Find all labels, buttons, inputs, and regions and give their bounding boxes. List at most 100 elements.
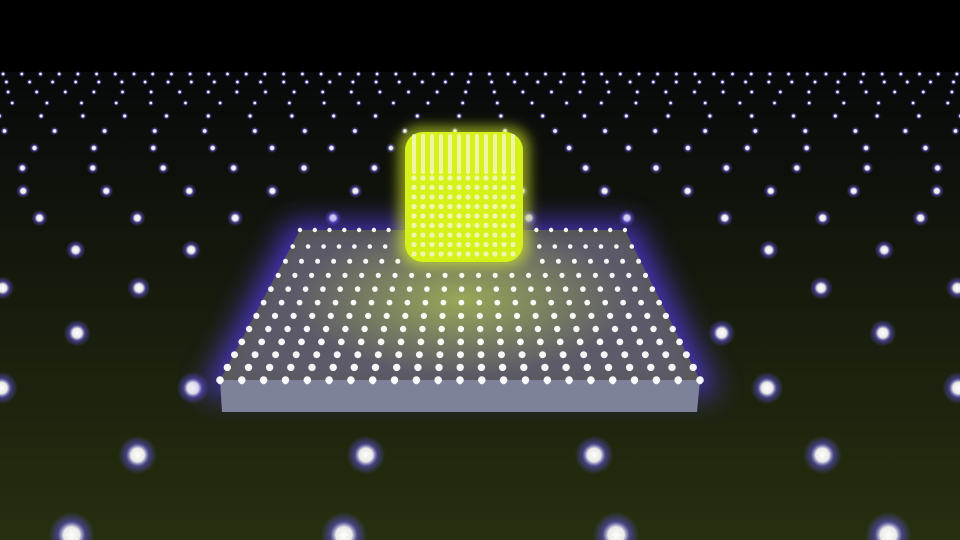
floor-dot xyxy=(318,70,325,78)
slab-dot xyxy=(593,227,598,233)
slab-dot xyxy=(496,325,503,333)
floor-dot xyxy=(846,183,861,199)
cube-dot xyxy=(483,241,489,248)
floor-dot xyxy=(265,183,280,199)
floor-dot xyxy=(579,70,587,78)
cube-dot xyxy=(492,241,498,248)
slab-dot xyxy=(380,325,388,333)
floor-dot xyxy=(720,88,727,96)
slab-dot xyxy=(532,312,539,319)
slab-dot xyxy=(419,325,426,333)
slab-dot xyxy=(493,286,500,292)
floor-dot xyxy=(814,209,831,227)
slab-dot xyxy=(223,363,231,372)
floor-dot xyxy=(321,99,328,107)
floor-dot xyxy=(486,70,493,78)
cube-dot xyxy=(447,232,453,238)
slab-edge-dot xyxy=(610,379,616,385)
floor-dot xyxy=(299,70,306,78)
slab-dot xyxy=(352,244,357,249)
slab-dot xyxy=(614,244,619,249)
slab-dot xyxy=(458,312,465,319)
floor-dot xyxy=(801,142,812,154)
slab-dot xyxy=(596,338,604,346)
floor-dot xyxy=(957,112,960,120)
floor-dot xyxy=(326,78,333,86)
cube-dot xyxy=(420,175,426,181)
floor-dot xyxy=(550,126,560,136)
floor-dot xyxy=(286,99,293,107)
floor-dot xyxy=(18,70,25,78)
cube-dot xyxy=(447,184,453,191)
slab-dot xyxy=(284,325,291,333)
cube-dot xyxy=(438,213,444,219)
floor-dot xyxy=(929,183,944,199)
floor-dot xyxy=(564,142,575,154)
slab-dot xyxy=(475,272,482,278)
slab-dot xyxy=(278,338,285,346)
slab-dot xyxy=(476,312,483,319)
slab-edge-dot xyxy=(588,379,594,385)
slab-dot xyxy=(583,244,588,249)
slab-dot xyxy=(414,363,422,372)
floor-dot xyxy=(650,78,657,86)
floor-dot xyxy=(188,78,195,86)
slab-dot xyxy=(290,312,297,319)
floor-dot xyxy=(462,88,469,96)
floor-dot xyxy=(130,70,138,78)
slab-edge-dot xyxy=(414,379,419,385)
slab-dot xyxy=(253,312,260,319)
floor-dot xyxy=(574,435,614,475)
slab-dot xyxy=(477,325,484,333)
floor-dot xyxy=(37,112,45,120)
slab-dot xyxy=(374,351,382,359)
cube-top-bar xyxy=(412,134,416,174)
floor-dot xyxy=(777,88,784,96)
slab-dot xyxy=(258,338,266,346)
floor-dot xyxy=(542,70,549,78)
cube-top-bar xyxy=(484,134,488,174)
floor-dot xyxy=(580,78,588,86)
floor-dot xyxy=(88,142,99,154)
floor-dot xyxy=(129,209,146,227)
floor-dot xyxy=(5,88,12,96)
floor-dot xyxy=(0,112,3,120)
slab-dot xyxy=(668,363,676,372)
floor-dot xyxy=(56,70,63,78)
floor-dot xyxy=(654,70,661,78)
floor-dot xyxy=(320,511,368,540)
slab-dot xyxy=(350,299,357,306)
cube-dot xyxy=(429,213,435,219)
slab-dot xyxy=(456,363,464,372)
slab-dot xyxy=(268,286,274,292)
slab-dot xyxy=(625,363,634,372)
cube-dot xyxy=(474,194,480,200)
cube-dot xyxy=(501,175,507,181)
cube-dot xyxy=(501,213,507,219)
cube-dot xyxy=(465,251,471,257)
slab-dot xyxy=(573,325,580,333)
slab-dot xyxy=(656,338,663,346)
slab-dot xyxy=(442,272,448,278)
slab-dot xyxy=(272,351,280,359)
floor-dot xyxy=(716,209,734,227)
floor-dot xyxy=(127,276,151,300)
cube-dot xyxy=(510,203,516,210)
slab-dot xyxy=(383,312,390,319)
cube-dot xyxy=(411,175,417,181)
slab-edge-dot xyxy=(435,379,441,385)
floor-dot xyxy=(505,70,512,78)
slab-dot xyxy=(669,325,676,333)
slab-dot xyxy=(287,363,295,372)
slab-dot xyxy=(562,286,569,292)
floor-dot xyxy=(736,99,744,107)
slab-dot xyxy=(520,363,528,372)
floor-dot xyxy=(834,88,841,96)
floor-dot xyxy=(396,78,403,86)
slab-dot xyxy=(495,312,502,319)
floor-dot xyxy=(920,88,927,96)
cube-dot xyxy=(438,241,444,248)
slab-edge-dot xyxy=(457,379,463,385)
slab-dot xyxy=(312,227,317,233)
slab-dot xyxy=(357,338,365,346)
